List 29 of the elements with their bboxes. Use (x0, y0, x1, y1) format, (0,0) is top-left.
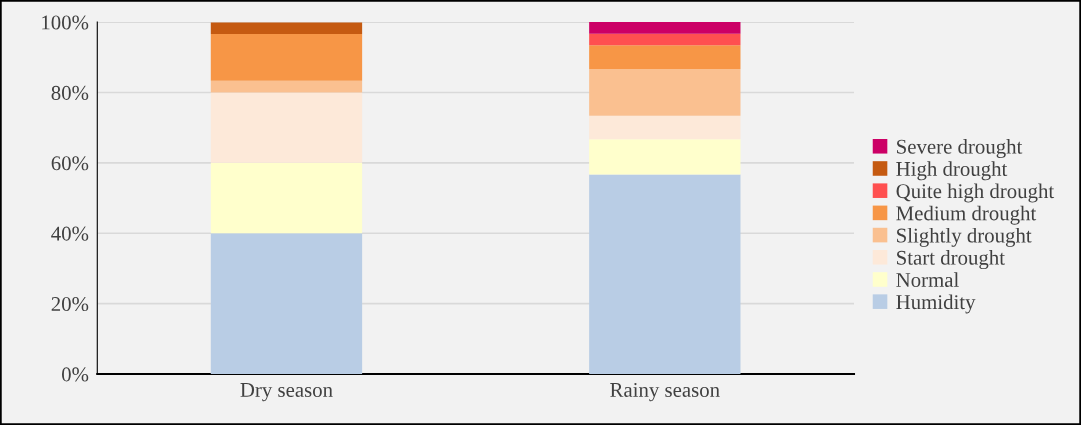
y-tick-label: 100% (42, 15, 89, 30)
y-tick-label: 60% (51, 156, 89, 171)
y-tick-label: 20% (51, 296, 89, 312)
legend-label: Severe drought (897, 139, 1023, 159)
bar (589, 22, 741, 34)
y-tick-label: 40% (51, 226, 89, 241)
y-tick-label: 0% (61, 367, 89, 382)
bar (210, 22, 363, 35)
legend-label: Medium drought (896, 205, 1037, 225)
x-tick-label: Dry season (240, 383, 333, 402)
bar (210, 92, 363, 163)
legend-label: Quite high drought (896, 183, 1055, 203)
bar (210, 162, 363, 234)
x-tick-label: Rainy season (610, 382, 720, 402)
legend-label: Humidity (896, 294, 976, 314)
bar (589, 115, 741, 140)
legend-label: Slightly drought (897, 227, 1032, 247)
bar (589, 68, 741, 116)
bar (589, 139, 741, 175)
legend-label: High drought (896, 161, 1008, 181)
bar (210, 34, 363, 81)
bar (210, 80, 363, 93)
bar (589, 174, 741, 374)
bar (210, 233, 363, 374)
bar (589, 45, 741, 69)
legend-label: Start drought (897, 250, 1005, 270)
bar (589, 33, 741, 46)
legend-label: Normal (896, 272, 959, 287)
y-tick-label: 80% (51, 85, 89, 100)
